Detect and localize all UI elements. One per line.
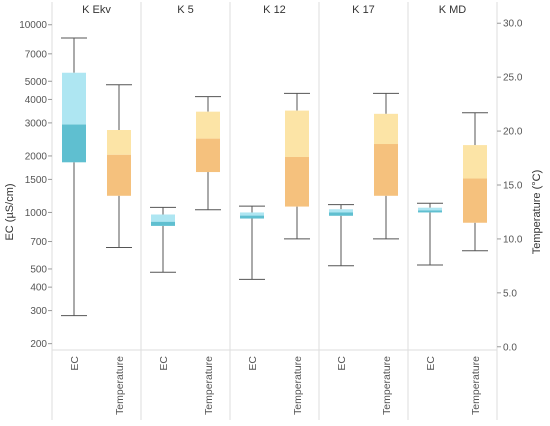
temperature-box-upper-box	[196, 111, 220, 139]
ec-axis-tick-label: 300	[30, 306, 47, 317]
ec-box-lower-box	[418, 210, 442, 213]
ec-axis-title: EC (µS/cm)	[4, 183, 16, 240]
ec-axis-tick-label: 4000	[25, 95, 48, 106]
panel-k-md: K MD EC Temperature	[417, 4, 488, 415]
ec-box-upper-box	[240, 212, 264, 216]
ec-axis-tick-label: 1500	[25, 175, 48, 186]
temperature-box-upper-box	[463, 145, 487, 179]
chart-frame	[51, 2, 498, 420]
ec-box-lower-box	[62, 124, 86, 163]
temperature-box-upper-box	[374, 113, 398, 145]
ec-box-upper-box	[62, 72, 86, 125]
panel-k-ekv: K Ekv EC Temperature	[61, 4, 132, 415]
temperature-box-lower-box	[463, 178, 487, 223]
ec-box-upper-box	[329, 209, 353, 213]
panel-title: K 17	[352, 4, 375, 16]
temperature-box-upper-box	[285, 110, 309, 157]
temperature-axis: 0.0 5.0 10.0 15.0 20.0 25.0 30.0	[497, 19, 523, 353]
temperature-category-label: Temperature	[470, 356, 482, 415]
temperature-category-label: Temperature	[114, 356, 126, 415]
ec-box-upper-box	[418, 207, 442, 211]
ec-axis-tick-label: 1000	[25, 208, 48, 219]
temperature-box-upper-box	[107, 130, 131, 155]
temperature-axis-tick-label: 0.0	[503, 342, 517, 353]
panel-k-12: K 12 EC Temperature	[239, 4, 310, 415]
ec-category-label: EC	[158, 356, 170, 371]
ec-axis-tick-label: 2000	[25, 151, 48, 162]
ec-axis: 200 300 400 500 700 1000 1500 2000 3000 4000 5000 7…	[19, 20, 52, 350]
temperature-axis-tick-label: 10.0	[503, 234, 523, 245]
ec-box-lower-box	[329, 212, 353, 216]
temperature-category-label: Temperature	[203, 356, 215, 415]
ec-category-label: EC	[425, 356, 437, 371]
ec-axis-tick-label: 700	[30, 237, 47, 248]
temperature-category-label: Temperature	[292, 356, 304, 415]
temperature-axis-tick-label: 25.0	[503, 73, 523, 84]
ec-category-label: EC	[336, 356, 348, 371]
temperature-axis-tick-label: 15.0	[503, 181, 523, 192]
ec-axis-tick-label: 200	[30, 339, 47, 350]
temperature-axis-tick-label: 5.0	[503, 288, 517, 299]
temperature-box-lower-box	[374, 144, 398, 196]
panel-title: K MD	[439, 4, 467, 16]
ec-axis-tick-label: 10000	[19, 20, 47, 31]
ec-axis-tick-label: 400	[30, 283, 47, 294]
ec-box-lower-box	[151, 221, 175, 226]
ec-box-upper-box	[151, 214, 175, 222]
temperature-axis-tick-label: 30.0	[503, 19, 523, 30]
panel-title: K Ekv	[82, 4, 111, 16]
temperature-axis-tick-label: 20.0	[503, 127, 523, 138]
ec-box-lower-box	[240, 215, 264, 219]
ec-category-label: EC	[247, 356, 259, 371]
ec-axis-tick-label: 3000	[25, 118, 48, 129]
temperature-category-label: Temperature	[381, 356, 393, 415]
panel-k-5: K 5 EC Temperature	[150, 4, 221, 415]
temperature-box-lower-box	[196, 138, 220, 173]
temperature-axis-title: Temperature (°C)	[531, 170, 543, 254]
temperature-box-lower-box	[107, 154, 131, 196]
panel-title: K 12	[263, 4, 286, 16]
temperature-box-lower-box	[285, 156, 309, 207]
panel-title: K 5	[177, 4, 194, 16]
panel-k-17: K 17 EC Temperature	[328, 4, 399, 415]
ec-axis-tick-label: 5000	[25, 77, 48, 88]
ec-axis-tick-label: 7000	[25, 49, 48, 60]
ec-axis-tick-label: 500	[30, 264, 47, 275]
ec-category-label: EC	[69, 356, 81, 371]
station-panels: K Ekv EC Temperature K 5 EC Temperature K 12 EC…	[61, 4, 488, 415]
